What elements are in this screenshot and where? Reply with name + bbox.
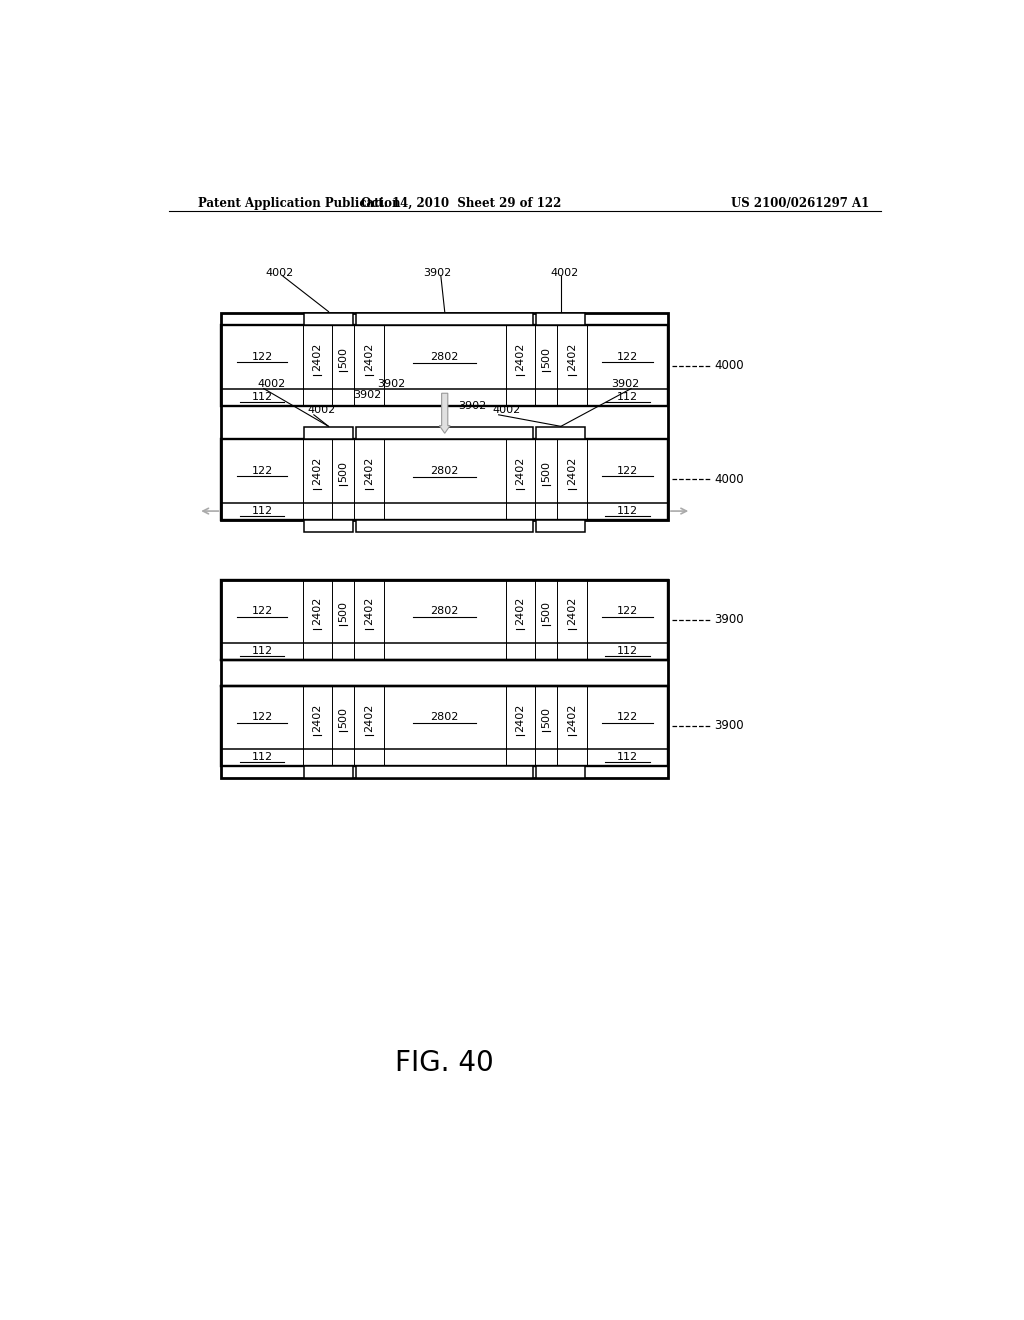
Text: 500: 500 xyxy=(542,601,551,622)
Bar xyxy=(537,428,586,440)
Text: Patent Application Publication: Patent Application Publication xyxy=(199,197,400,210)
Text: 3902: 3902 xyxy=(353,389,382,400)
Text: 500: 500 xyxy=(338,347,348,367)
Text: 2402: 2402 xyxy=(567,343,578,371)
Bar xyxy=(356,520,534,532)
Text: Oct. 14, 2010  Sheet 29 of 122: Oct. 14, 2010 Sheet 29 of 122 xyxy=(361,197,562,210)
Text: 112: 112 xyxy=(616,392,638,403)
Text: 112: 112 xyxy=(252,392,272,403)
Text: 500: 500 xyxy=(338,461,348,482)
Text: 4000: 4000 xyxy=(714,473,743,486)
Bar xyxy=(356,313,534,326)
Text: 112: 112 xyxy=(616,506,638,516)
Text: 2402: 2402 xyxy=(567,597,578,626)
Text: 2802: 2802 xyxy=(430,466,459,477)
Text: 2402: 2402 xyxy=(312,457,323,486)
Bar xyxy=(221,686,668,766)
Text: 2402: 2402 xyxy=(312,704,323,731)
Text: FIG. 40: FIG. 40 xyxy=(395,1049,495,1077)
Bar xyxy=(356,766,534,779)
Text: 4002: 4002 xyxy=(257,379,286,389)
Text: 2402: 2402 xyxy=(365,457,374,486)
Text: 112: 112 xyxy=(616,752,638,763)
Bar xyxy=(356,428,534,440)
Bar xyxy=(537,766,586,779)
Text: 2402: 2402 xyxy=(365,704,374,731)
Text: 3902: 3902 xyxy=(611,379,640,389)
Text: 4002: 4002 xyxy=(551,268,579,279)
Text: 2402: 2402 xyxy=(515,457,525,486)
Bar xyxy=(304,428,353,440)
Text: 122: 122 xyxy=(252,606,272,616)
Text: 2402: 2402 xyxy=(567,457,578,486)
Text: 4002: 4002 xyxy=(493,405,520,416)
Text: 3902: 3902 xyxy=(423,268,452,279)
Bar xyxy=(537,520,586,532)
Text: 3900: 3900 xyxy=(714,719,743,733)
Text: 112: 112 xyxy=(252,752,272,763)
Text: 2402: 2402 xyxy=(515,704,525,731)
Text: 112: 112 xyxy=(252,506,272,516)
Text: 2402: 2402 xyxy=(515,597,525,626)
Text: 122: 122 xyxy=(616,713,638,722)
Bar xyxy=(221,440,668,520)
Bar xyxy=(221,579,668,660)
Text: 122: 122 xyxy=(252,352,272,362)
Bar xyxy=(221,313,668,520)
Text: 500: 500 xyxy=(338,601,348,622)
Text: 122: 122 xyxy=(252,466,272,477)
Text: 112: 112 xyxy=(616,647,638,656)
Text: 3902: 3902 xyxy=(459,400,486,411)
Text: 122: 122 xyxy=(252,713,272,722)
Text: 2402: 2402 xyxy=(567,704,578,731)
Text: 2402: 2402 xyxy=(312,597,323,626)
Text: 2402: 2402 xyxy=(365,343,374,371)
Bar xyxy=(221,326,668,405)
Text: 4002: 4002 xyxy=(265,268,293,279)
Bar xyxy=(537,313,586,326)
Text: 122: 122 xyxy=(616,606,638,616)
Text: 500: 500 xyxy=(542,708,551,727)
Text: 2802: 2802 xyxy=(430,713,459,722)
Text: 2402: 2402 xyxy=(312,343,323,371)
Bar xyxy=(304,766,353,779)
Text: 500: 500 xyxy=(542,461,551,482)
Text: 500: 500 xyxy=(542,347,551,367)
FancyArrow shape xyxy=(439,393,451,433)
Text: 3900: 3900 xyxy=(714,612,743,626)
Text: 2402: 2402 xyxy=(515,343,525,371)
Bar xyxy=(304,520,353,532)
Text: 2802: 2802 xyxy=(430,606,459,616)
Bar xyxy=(221,579,668,779)
Text: 122: 122 xyxy=(616,352,638,362)
Text: 4000: 4000 xyxy=(714,359,743,372)
Text: 2802: 2802 xyxy=(430,352,459,362)
Text: US 2100/0261297 A1: US 2100/0261297 A1 xyxy=(731,197,869,210)
Bar xyxy=(304,313,353,326)
Text: 3902: 3902 xyxy=(377,379,404,389)
Text: 2402: 2402 xyxy=(365,597,374,626)
Text: 112: 112 xyxy=(252,647,272,656)
Text: 500: 500 xyxy=(338,708,348,727)
Text: 122: 122 xyxy=(616,466,638,477)
Text: 4002: 4002 xyxy=(307,405,336,416)
